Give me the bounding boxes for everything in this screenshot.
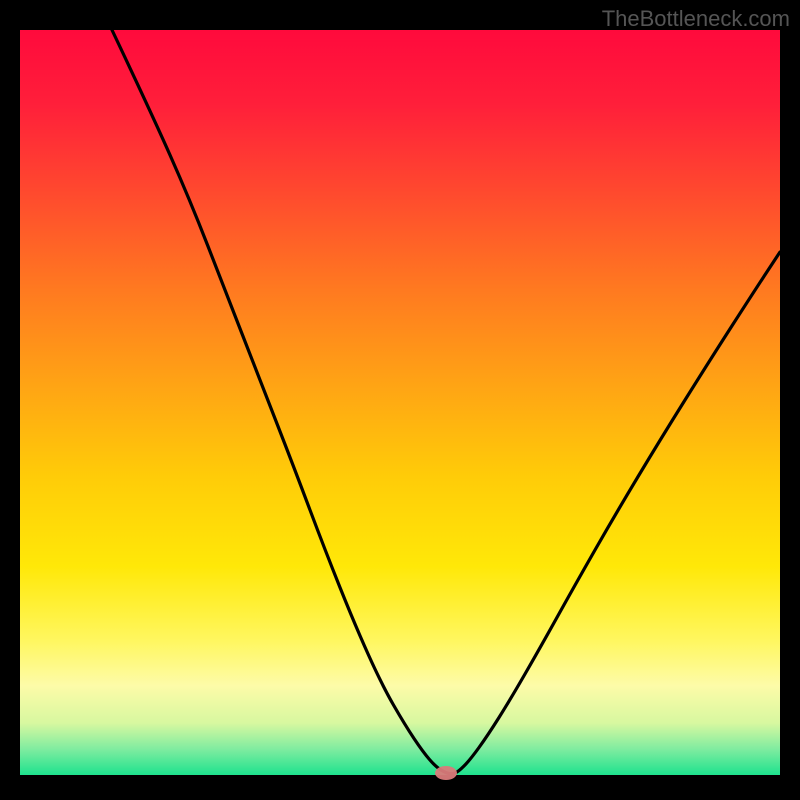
chart-container: TheBottleneck.com: [0, 0, 800, 800]
bottleneck-curve: [112, 30, 780, 774]
watermark-text: TheBottleneck.com: [602, 6, 790, 32]
curve-layer: [0, 0, 800, 800]
optimum-marker: [435, 766, 457, 780]
